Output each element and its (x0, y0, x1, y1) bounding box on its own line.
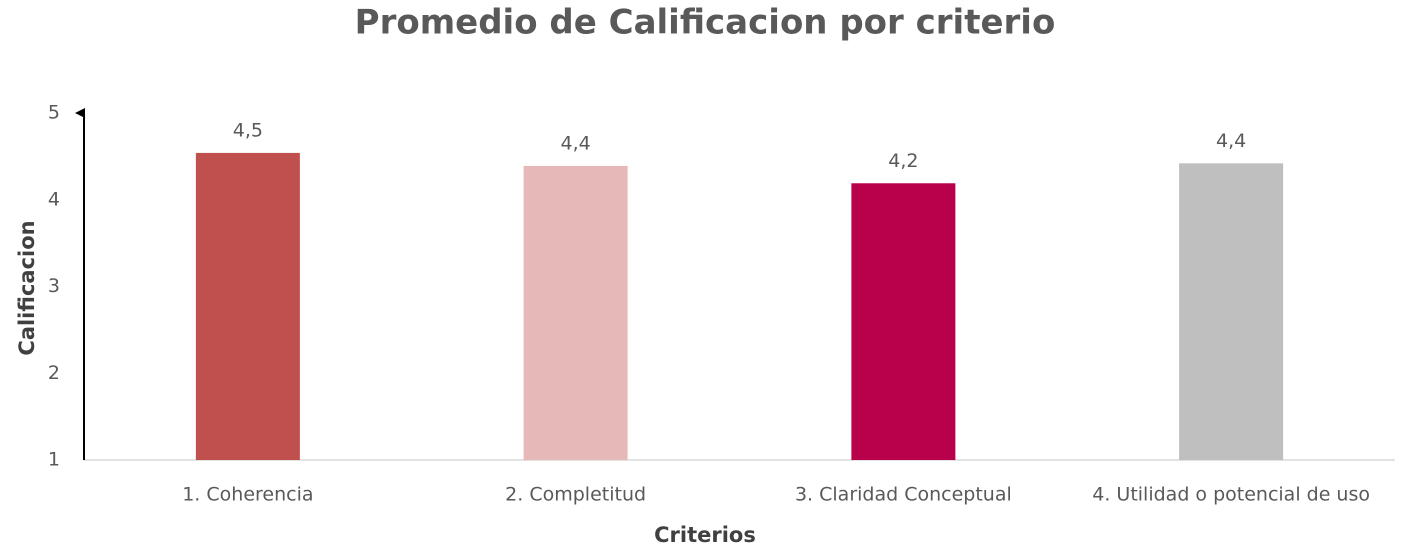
y-tick-label: 5 (48, 102, 60, 124)
data-label: 4,4 (561, 132, 591, 154)
x-tick-label: 2. Completitud (505, 484, 646, 506)
y-tick-label: 2 (48, 362, 60, 384)
bar (195, 152, 300, 460)
y-tick-label: 4 (48, 188, 60, 210)
x-axis-title: Criterios (654, 523, 756, 547)
x-tick-label: 1. Coherencia (182, 484, 313, 506)
bar (851, 183, 956, 460)
data-label: 4,4 (1216, 130, 1246, 152)
data-label: 4,5 (233, 119, 263, 141)
data-label: 4,2 (888, 150, 918, 172)
x-tick-label: 4. Utilidad o potencial de uso (1092, 484, 1370, 506)
chart-title: Promedio de Calificacion por criterio (355, 3, 1056, 43)
x-tick-label: 3. Claridad Conceptual (795, 484, 1012, 506)
y-tick-label: 3 (48, 275, 60, 297)
y-axis-title: Calificacion (15, 220, 39, 355)
bar (523, 165, 628, 461)
bar (1179, 163, 1284, 460)
y-tick-label: 1 (48, 449, 60, 471)
